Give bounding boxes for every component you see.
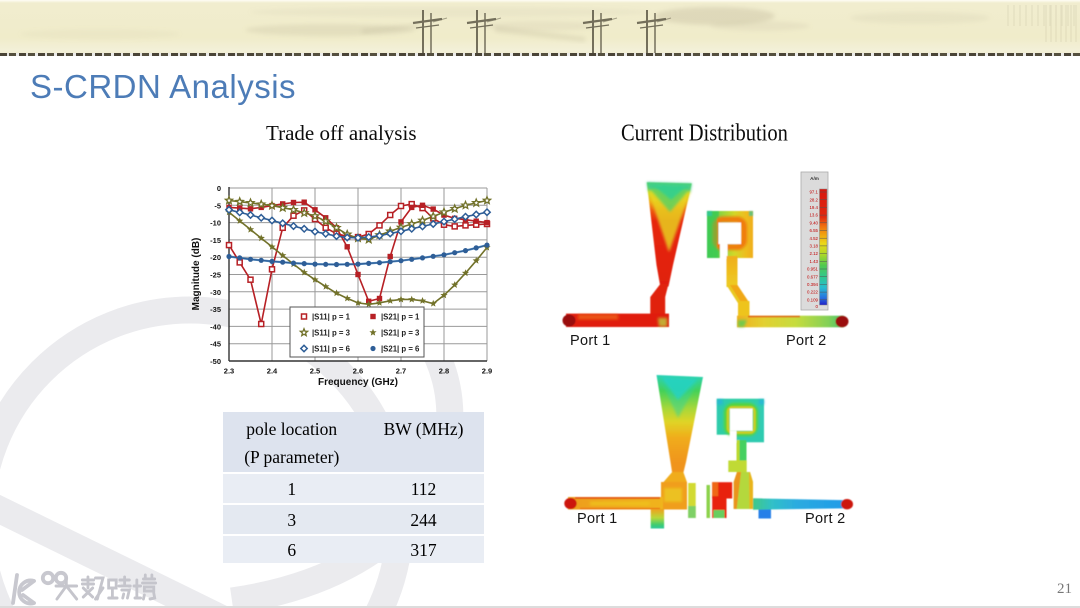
svg-text:0.677: 0.677 <box>807 274 819 279</box>
svg-text:28.2: 28.2 <box>809 197 818 202</box>
svg-text:2.7: 2.7 <box>396 366 406 375</box>
svg-text:13.6: 13.6 <box>809 213 818 218</box>
svg-text:-10: -10 <box>210 219 221 228</box>
svg-text:-45: -45 <box>210 340 221 349</box>
svg-text:0: 0 <box>217 184 221 193</box>
svg-text:Frequency (GHz): Frequency (GHz) <box>318 377 398 388</box>
svg-text:2.3: 2.3 <box>224 366 234 375</box>
svg-text:-20: -20 <box>210 253 221 262</box>
svg-text:-40: -40 <box>210 322 221 331</box>
svg-text:|S11| p = 1: |S11| p = 1 <box>312 313 351 322</box>
svg-text:6.55: 6.55 <box>809 228 818 233</box>
svg-text:2.9: 2.9 <box>482 366 492 375</box>
svg-text:9.40: 9.40 <box>809 220 818 225</box>
svg-text:2.12: 2.12 <box>809 251 818 256</box>
svg-text:2.5: 2.5 <box>310 366 320 375</box>
svg-text:0.951: 0.951 <box>807 267 819 272</box>
svg-text:2.6: 2.6 <box>353 366 363 375</box>
svg-text:19.4: 19.4 <box>809 205 818 210</box>
svg-text:2.8: 2.8 <box>439 366 449 375</box>
svg-text:|S21| p = 3: |S21| p = 3 <box>381 329 420 338</box>
svg-text:97.1: 97.1 <box>809 190 818 195</box>
svg-text:4.52: 4.52 <box>809 236 818 241</box>
svg-text:|S11| p = 3: |S11| p = 3 <box>312 329 351 338</box>
svg-text:-50: -50 <box>210 357 221 366</box>
svg-text:Magnitude (dB): Magnitude (dB) <box>191 238 202 311</box>
svg-text:A/m: A/m <box>810 176 819 181</box>
svg-text:0.394: 0.394 <box>807 282 819 287</box>
svg-text:0.109: 0.109 <box>807 297 819 302</box>
svg-text:|S21| p = 6: |S21| p = 6 <box>381 345 420 354</box>
svg-text:-15: -15 <box>210 236 221 245</box>
svg-text:-30: -30 <box>210 288 221 297</box>
svg-text:|S21| p = 1: |S21| p = 1 <box>381 313 420 322</box>
svg-text:-25: -25 <box>210 271 221 280</box>
svg-text:1.43: 1.43 <box>809 259 818 264</box>
svg-text:-5: -5 <box>214 201 221 210</box>
svg-text:0.222: 0.222 <box>807 290 819 295</box>
svg-text:0: 0 <box>816 304 819 309</box>
svg-text:-35: -35 <box>210 305 221 314</box>
svg-text:2.4: 2.4 <box>267 366 278 375</box>
svg-text:|S11| p = 6: |S11| p = 6 <box>312 345 351 354</box>
svg-text:3.18: 3.18 <box>809 244 818 249</box>
